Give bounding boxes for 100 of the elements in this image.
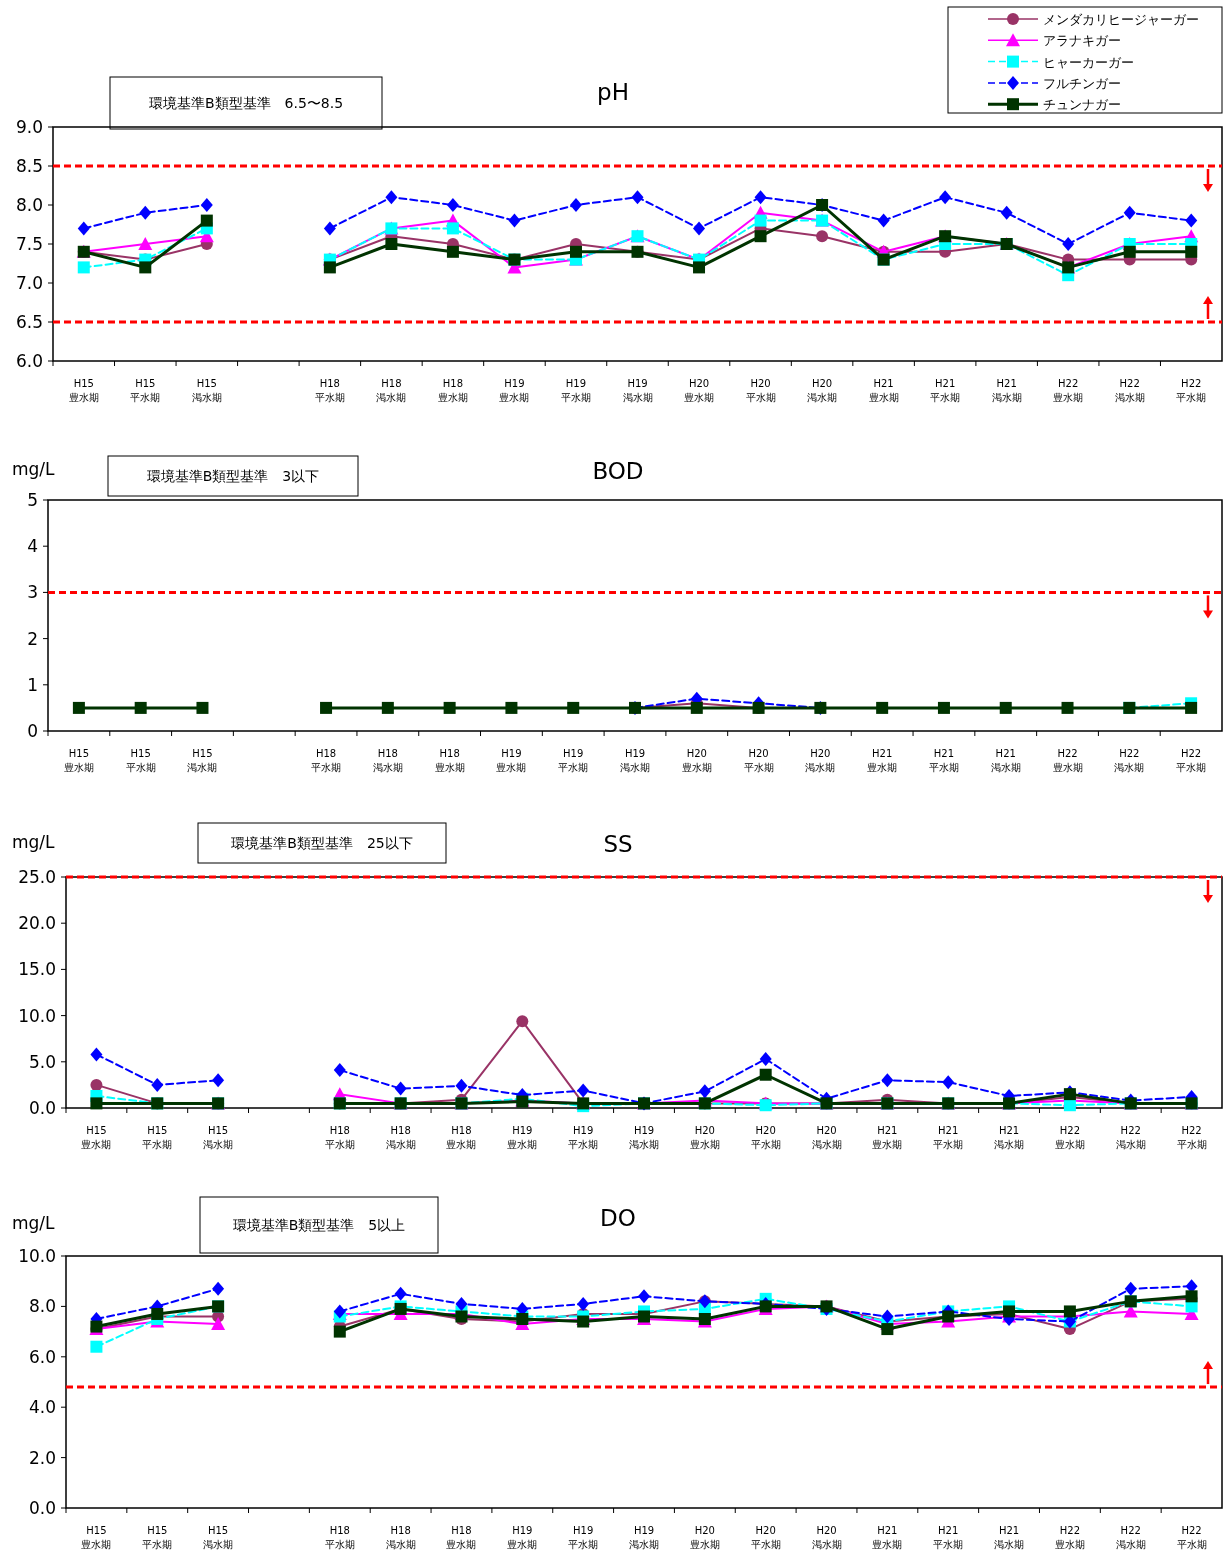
x-tick-label: H22 渇水期 [1115, 1525, 1146, 1550]
legend-label: フルチンガー [1043, 75, 1121, 91]
x-tick-label: H19 平水期 [568, 1525, 599, 1550]
x-tick-label: H20 渇水期 [805, 748, 836, 773]
x-tick-label: H21 豊水期 [872, 1125, 903, 1150]
y-tick-label: 6.0 [15, 351, 43, 371]
text: 環境基準B類型基準 3以下 [146, 468, 320, 484]
x-tick-label: H21 豊水期 [867, 748, 898, 773]
x-tick-label: H19 豊水期 [496, 748, 527, 773]
x-tick-label: H18 渇水期 [385, 1125, 416, 1150]
x-tick-label: H22 豊水期 [1054, 1525, 1085, 1550]
x-tick-label: H20 平水期 [743, 748, 774, 773]
y-tick-label: 6.5 [15, 312, 43, 332]
x-tick-label: H20 豊水期 [689, 1525, 720, 1550]
x-tick-label: H20 渇水期 [811, 1125, 842, 1150]
x-tick-label: H19 豊水期 [507, 1525, 538, 1550]
x-tick-label: H20 渇水期 [807, 378, 838, 403]
x-tick-label: H15 豊水期 [81, 1525, 112, 1550]
x-tick-label: H20 渇水期 [811, 1525, 842, 1550]
x-tick-label: H18 平水期 [314, 378, 345, 403]
x-tick-label: H21 平水期 [928, 748, 959, 773]
legend-label: チュンナガー [1043, 97, 1121, 113]
y-tick-label: 0.0 [28, 1498, 56, 1518]
y-axis-title: mg/L [12, 459, 56, 479]
y-tick-label: 5 [27, 490, 38, 510]
x-tick-label: H18 豊水期 [446, 1525, 477, 1550]
y-tick-label: 5.0 [28, 1051, 56, 1072]
x-tick-label: H19 渇水期 [622, 378, 653, 403]
x-tick-label: H21 平水期 [933, 1525, 964, 1550]
y-tick-label: 4.0 [28, 1397, 56, 1418]
y-tick-label: 2 [27, 628, 38, 649]
x-tick-label: H15 渇水期 [203, 1525, 234, 1550]
x-tick-label: H15 渇水期 [187, 748, 218, 773]
x-tick-label: H22 豊水期 [1053, 378, 1084, 403]
x-tick-label: H21 豊水期 [872, 1525, 903, 1550]
x-tick-label: H21 渇水期 [990, 748, 1021, 773]
y-tick-label: 10.0 [18, 1246, 56, 1266]
y-tick-label: 9.0 [15, 117, 43, 137]
x-tick-label: H22 豊水期 [1054, 1125, 1085, 1150]
y-tick-label: 2.0 [28, 1447, 56, 1468]
x-tick-label: H19 平水期 [558, 748, 589, 773]
y-tick-label: 8.0 [28, 1296, 56, 1317]
x-tick-label: H19 平水期 [560, 378, 591, 403]
chart-title: SS [603, 831, 633, 857]
x-tick-label: H19 渇水期 [620, 748, 650, 773]
y-tick-label: 15.0 [18, 959, 56, 980]
y-tick-label: 6.0 [28, 1346, 56, 1367]
x-tick-label: H15 平水期 [142, 1525, 173, 1550]
x-tick-label: H22 渇水期 [1114, 748, 1145, 773]
y-tick-label: 7.5 [15, 234, 43, 254]
chart-title: BOD [592, 458, 644, 484]
x-tick-label: H18 豊水期 [434, 748, 465, 773]
y-tick-label: 10.0 [18, 1005, 56, 1026]
x-tick-label: H15 豊水期 [63, 748, 94, 773]
y-tick-label: 0 [27, 721, 38, 741]
x-tick-label: H20 平水期 [750, 1125, 781, 1150]
x-tick-label: H19 渇水期 [629, 1525, 659, 1550]
x-tick-label: H15 平水期 [130, 378, 161, 403]
x-tick-label: H22 平水期 [1176, 1125, 1207, 1150]
x-tick-label: H15 渇水期 [203, 1125, 234, 1150]
x-tick-label: H15 渇水期 [191, 378, 222, 403]
chart-title: pH [597, 79, 629, 105]
chart-title: DO [600, 1205, 636, 1231]
x-tick-label: H15 平水期 [142, 1125, 173, 1150]
x-tick-label: H15 平水期 [125, 748, 156, 773]
x-tick-label: H15 豊水期 [81, 1125, 112, 1150]
y-tick-label: 3 [27, 582, 38, 603]
y-tick-label: 4 [27, 536, 38, 557]
x-tick-label: H20 平水期 [750, 1525, 781, 1550]
x-tick-label: H22 渇水期 [1114, 378, 1145, 403]
x-tick-label: H22 平水期 [1176, 748, 1207, 773]
y-tick-label: 8.0 [15, 195, 43, 215]
x-tick-label: H18 渇水期 [376, 378, 407, 403]
x-tick-label: H18 渇水期 [385, 1525, 416, 1550]
x-tick-label: H19 渇水期 [629, 1125, 659, 1150]
y-tick-label: 0.0 [28, 1098, 56, 1118]
x-tick-label: H19 豊水期 [507, 1125, 538, 1150]
x-tick-label: H18 豊水期 [437, 378, 468, 403]
text: 環境基準B類型基準 5以上 [232, 1217, 406, 1233]
y-tick-label: 20.0 [18, 913, 56, 934]
x-tick-label: H21 平水期 [933, 1125, 964, 1150]
x-tick-label: H22 平水期 [1176, 378, 1207, 403]
x-tick-label: H20 豊水期 [681, 748, 712, 773]
x-tick-label: H18 渇水期 [372, 748, 403, 773]
x-tick-label: H18 平水期 [311, 748, 342, 773]
x-tick-label: H18 平水期 [324, 1525, 355, 1550]
legend-label: ヒャーカーガー [1043, 54, 1134, 70]
y-axis-title: mg/L [12, 1213, 56, 1233]
x-tick-label: H21 渇水期 [994, 1525, 1025, 1550]
y-tick-label: 1 [27, 674, 38, 695]
x-tick-label: H20 豊水期 [684, 378, 715, 403]
x-tick-label: H21 平水期 [930, 378, 961, 403]
x-tick-label: H22 豊水期 [1052, 748, 1083, 773]
x-tick-label: H22 平水期 [1176, 1525, 1207, 1550]
x-tick-label: H19 平水期 [568, 1125, 599, 1150]
y-tick-label: 25.0 [18, 867, 56, 887]
y-tick-label: 8.5 [15, 156, 43, 176]
x-tick-label: H22 渇水期 [1115, 1125, 1146, 1150]
x-tick-label: H19 豊水期 [499, 378, 530, 403]
x-tick-label: H18 平水期 [324, 1125, 355, 1150]
